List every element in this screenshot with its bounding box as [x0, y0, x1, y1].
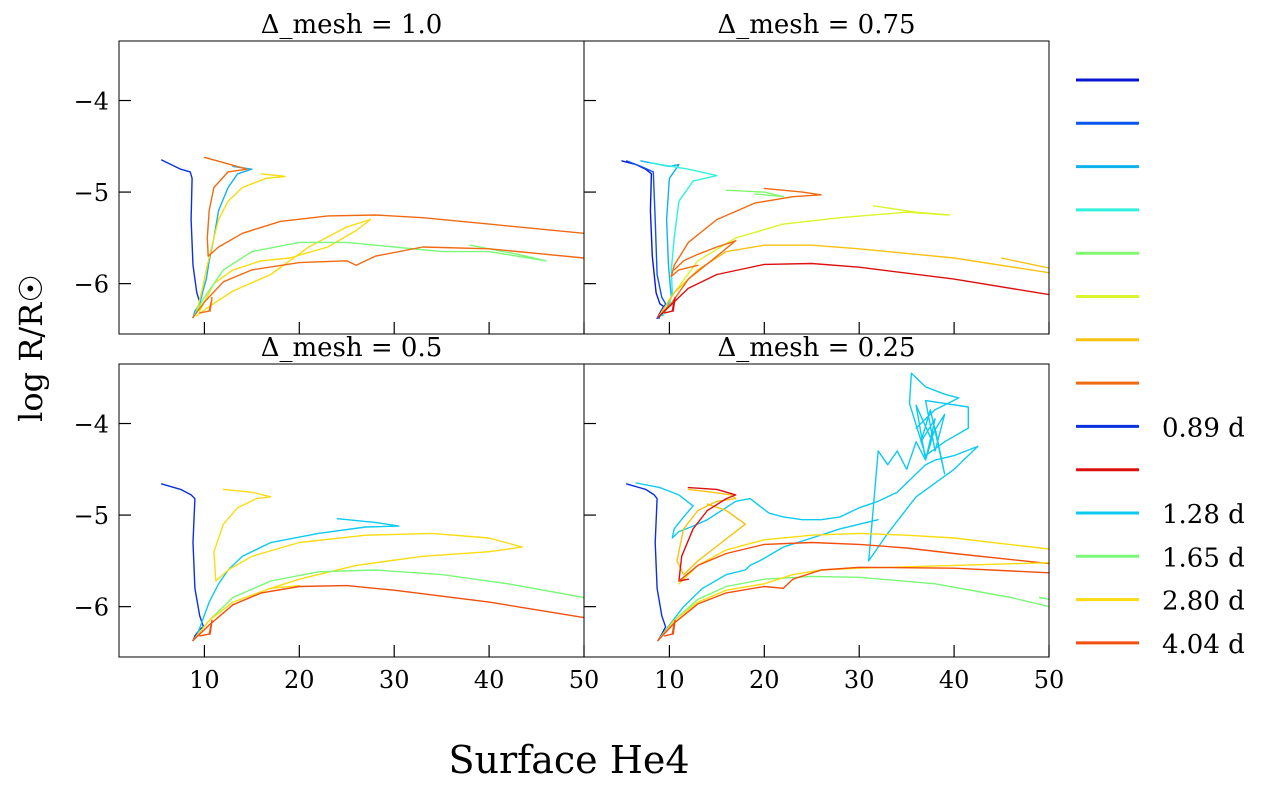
- series-line-4: [196, 218, 372, 317]
- series-line-2: [635, 372, 979, 562]
- series-line-4: [192, 569, 584, 642]
- series-line-1: [161, 483, 205, 642]
- series-line-12: [1038, 596, 1049, 600]
- series-line-9: [657, 562, 1049, 642]
- series-line-8: [1000, 257, 1049, 269]
- series-line-8: [199, 296, 213, 314]
- series-line-6: [192, 584, 584, 642]
- x-tick-label: 20: [284, 666, 315, 694]
- panel-frame: [118, 363, 585, 658]
- x-tick-label: 40: [939, 666, 970, 694]
- series-line-3: [213, 488, 523, 589]
- legend-label: 1.28 d: [1162, 500, 1245, 530]
- x-tick-label: 50: [1034, 666, 1065, 694]
- panel-4: 10 20 30 40 50 Δ_mesh = 0.25: [583, 333, 1065, 694]
- legend: 0.89 d 1.28 d 1.65 d 2.80 d 4.04 d: [1076, 78, 1245, 660]
- y-tick-label: −5: [74, 179, 109, 207]
- panel-title: Δ_mesh = 0.5: [261, 333, 443, 363]
- y-tick-label: −6: [74, 594, 109, 622]
- series-group: [626, 372, 1049, 642]
- series-line-10: [657, 239, 737, 319]
- series-group: [161, 483, 584, 642]
- series-line-1: [626, 483, 667, 642]
- series-line-6: [725, 189, 784, 198]
- series-line-5: [192, 584, 300, 642]
- series-line-7: [657, 244, 1049, 319]
- series-group: [621, 160, 1049, 320]
- panel-title: Δ_mesh = 0.75: [717, 10, 915, 40]
- panel-frame: [583, 363, 1050, 658]
- series-line-2: [626, 160, 667, 320]
- series-line-11: [657, 262, 1049, 319]
- series-line-3: [657, 519, 879, 642]
- panels: −4 −5 −6 Δ_mesh = 1.0 Δ_mesh = 0.75 10 20 30 40 5…: [74, 10, 1065, 694]
- panel-frame: [583, 40, 1050, 335]
- y-tick-label: −4: [74, 88, 109, 116]
- series-line-10: [657, 566, 1049, 642]
- panel-3: 10 20 30 40 50 −4 −5 −6 Δ_mesh = 0.5: [74, 333, 600, 694]
- series-line-11: [664, 619, 676, 637]
- legend-label: 1.65 d: [1162, 543, 1245, 573]
- panel-frame: [118, 40, 585, 335]
- legend-label: 2.80 d: [1162, 587, 1245, 617]
- panel-title: Δ_mesh = 1.0: [261, 10, 443, 40]
- series-line-1: [621, 160, 665, 320]
- series-line-5: [657, 205, 951, 319]
- series-line-1: [161, 159, 201, 319]
- series-line-8: [657, 575, 1049, 642]
- x-tick-label: 50: [569, 666, 600, 694]
- series-line-5: [678, 532, 1049, 585]
- series-line-9: [670, 187, 822, 277]
- series-line-2: [196, 518, 400, 637]
- x-tick-label: 10: [654, 666, 685, 694]
- series-line-4: [676, 488, 746, 576]
- series-line-3: [194, 173, 286, 317]
- x-tick-label: 30: [844, 666, 875, 694]
- x-axis-label: Surface He4: [448, 738, 689, 782]
- y-tick-label: −5: [74, 502, 109, 530]
- x-tick-label: 30: [379, 666, 410, 694]
- series-line-7: [199, 619, 213, 637]
- panel-2: Δ_mesh = 0.75: [583, 10, 1050, 335]
- panel-1: −4 −5 −6 Δ_mesh = 1.0: [74, 10, 585, 335]
- series-line-7: [678, 541, 1049, 582]
- y-axis-label: log R/R☉: [12, 274, 50, 422]
- y-tick-label: −4: [74, 411, 109, 439]
- series-line-12: [664, 296, 676, 314]
- series-line-6: [678, 486, 737, 582]
- series-line-6: [203, 156, 584, 257]
- series-group: [161, 156, 584, 319]
- y-tick-label: −6: [74, 271, 109, 299]
- series-line-5: [192, 241, 547, 319]
- legend-label: 4.04 d: [1162, 630, 1245, 660]
- legend-label: 0.89 d: [1162, 413, 1245, 443]
- series-line-2: [192, 165, 253, 319]
- x-tick-label: 40: [474, 666, 505, 694]
- series-line-3: [640, 160, 680, 317]
- x-tick-label: 10: [189, 666, 220, 694]
- series-line-7: [192, 246, 584, 319]
- panel-title: Δ_mesh = 0.25: [717, 333, 915, 363]
- x-tick-label: 20: [749, 666, 780, 694]
